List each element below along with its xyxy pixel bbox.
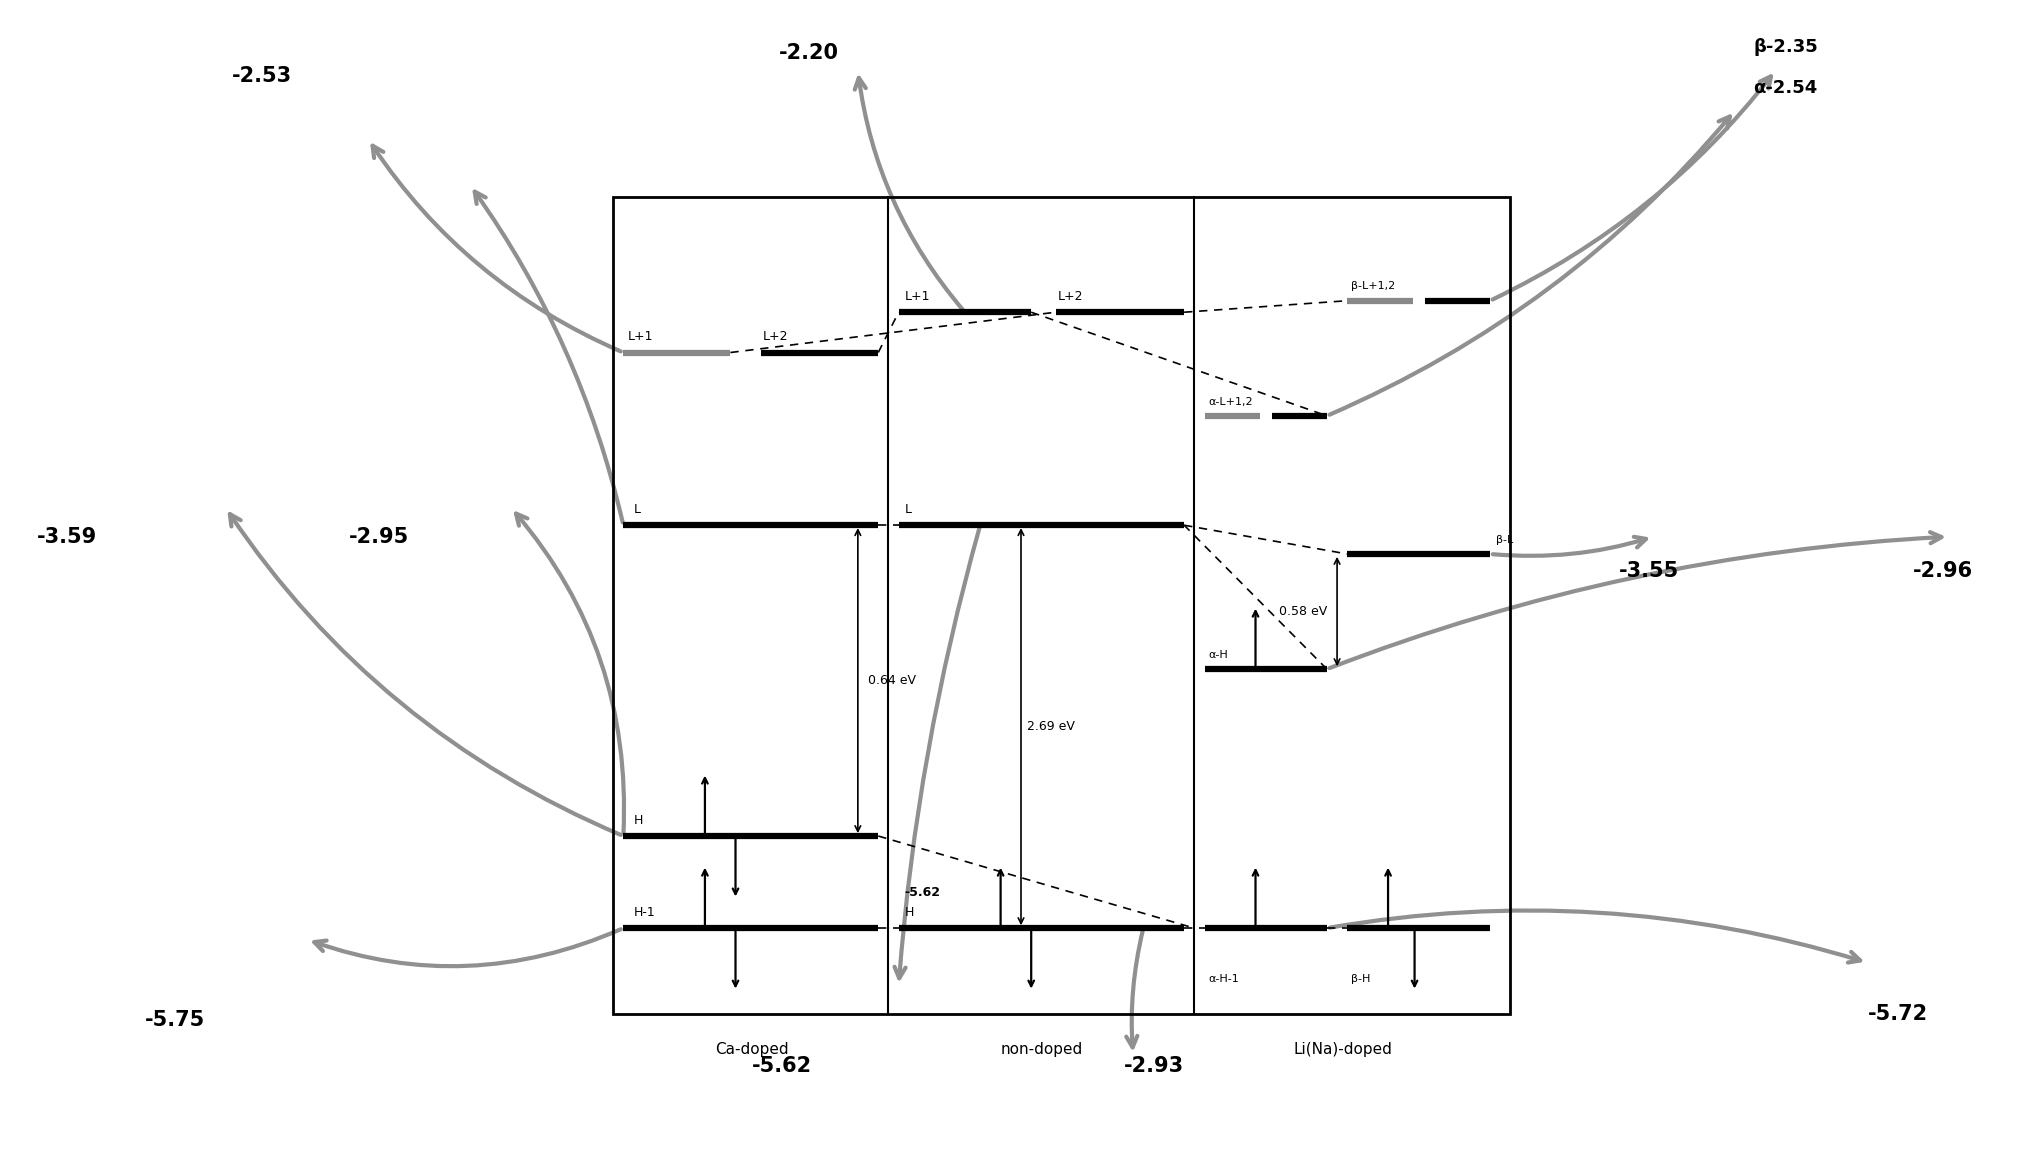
Text: β-L: β-L [1497, 534, 1513, 545]
Text: -5.75: -5.75 [145, 1010, 204, 1031]
Text: Li(Na)-doped: Li(Na)-doped [1295, 1042, 1393, 1057]
Text: -5.72: -5.72 [1868, 1004, 1928, 1025]
Text: -3.59: -3.59 [37, 526, 96, 547]
Text: L: L [633, 503, 641, 516]
Text: -5.62: -5.62 [905, 886, 941, 899]
Text: α-H: α-H [1209, 650, 1229, 660]
Text: L+1: L+1 [905, 290, 931, 304]
Text: Ca-doped: Ca-doped [715, 1042, 788, 1057]
FancyArrowPatch shape [1493, 76, 1770, 300]
Text: H-1: H-1 [633, 906, 655, 919]
Text: 0.58 eV: 0.58 eV [1278, 605, 1327, 619]
Text: H: H [905, 906, 915, 919]
Text: H: H [633, 814, 643, 826]
FancyArrowPatch shape [517, 514, 625, 833]
Text: -2.95: -2.95 [349, 526, 408, 547]
Text: 2.69 eV: 2.69 eV [1027, 720, 1074, 733]
FancyArrowPatch shape [1329, 532, 1942, 668]
Text: β-H: β-H [1352, 974, 1370, 984]
FancyArrowPatch shape [856, 77, 964, 310]
Text: non-doped: non-doped [1001, 1042, 1082, 1057]
Text: α-2.54: α-2.54 [1754, 78, 1817, 97]
FancyArrowPatch shape [314, 929, 621, 966]
FancyArrowPatch shape [1329, 911, 1860, 962]
Text: -2.20: -2.20 [778, 43, 839, 63]
FancyArrowPatch shape [1329, 117, 1730, 414]
FancyArrowPatch shape [1493, 537, 1646, 556]
Text: -2.53: -2.53 [233, 66, 292, 87]
Text: α-L+1,2: α-L+1,2 [1209, 397, 1254, 406]
Text: -2.93: -2.93 [1123, 1056, 1184, 1077]
Text: L: L [905, 503, 913, 516]
Bar [613, 197, 1511, 1014]
Text: β-2.35: β-2.35 [1754, 38, 1817, 57]
Text: L+2: L+2 [1058, 290, 1082, 304]
Text: β-L+1,2: β-L+1,2 [1352, 282, 1395, 292]
Text: 0.64 eV: 0.64 eV [868, 674, 917, 687]
Text: α-H-1: α-H-1 [1209, 974, 1239, 984]
Text: L+2: L+2 [764, 330, 788, 343]
Text: -3.55: -3.55 [1619, 561, 1679, 582]
FancyArrowPatch shape [1127, 931, 1144, 1048]
Text: -2.96: -2.96 [1913, 561, 1973, 582]
FancyArrowPatch shape [894, 527, 980, 979]
Text: -5.62: -5.62 [751, 1056, 813, 1077]
FancyArrowPatch shape [231, 514, 621, 835]
FancyArrowPatch shape [372, 145, 621, 352]
Text: L+1: L+1 [627, 330, 653, 343]
FancyArrowPatch shape [474, 192, 623, 523]
